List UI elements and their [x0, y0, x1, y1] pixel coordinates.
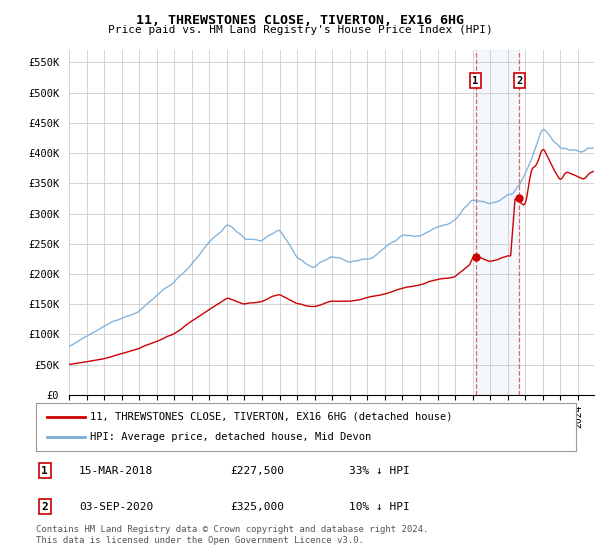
Text: 2: 2 [41, 502, 48, 512]
Text: £325,000: £325,000 [230, 502, 284, 512]
Text: 1: 1 [41, 465, 48, 475]
Text: £227,500: £227,500 [230, 465, 284, 475]
Text: 15-MAR-2018: 15-MAR-2018 [79, 465, 154, 475]
Text: Price paid vs. HM Land Registry's House Price Index (HPI): Price paid vs. HM Land Registry's House … [107, 25, 493, 35]
Text: HPI: Average price, detached house, Mid Devon: HPI: Average price, detached house, Mid … [90, 432, 371, 442]
Text: 2: 2 [516, 76, 523, 86]
Bar [476, 50, 520, 395]
Text: 10% ↓ HPI: 10% ↓ HPI [349, 502, 410, 512]
Text: 11, THREWSTONES CLOSE, TIVERTON, EX16 6HG (detached house): 11, THREWSTONES CLOSE, TIVERTON, EX16 6H… [90, 412, 452, 422]
Text: 33% ↓ HPI: 33% ↓ HPI [349, 465, 410, 475]
Text: 11, THREWSTONES CLOSE, TIVERTON, EX16 6HG: 11, THREWSTONES CLOSE, TIVERTON, EX16 6H… [136, 14, 464, 27]
Text: 1: 1 [472, 76, 479, 86]
Text: Contains HM Land Registry data © Crown copyright and database right 2024.
This d: Contains HM Land Registry data © Crown c… [36, 525, 428, 545]
Text: 03-SEP-2020: 03-SEP-2020 [79, 502, 154, 512]
